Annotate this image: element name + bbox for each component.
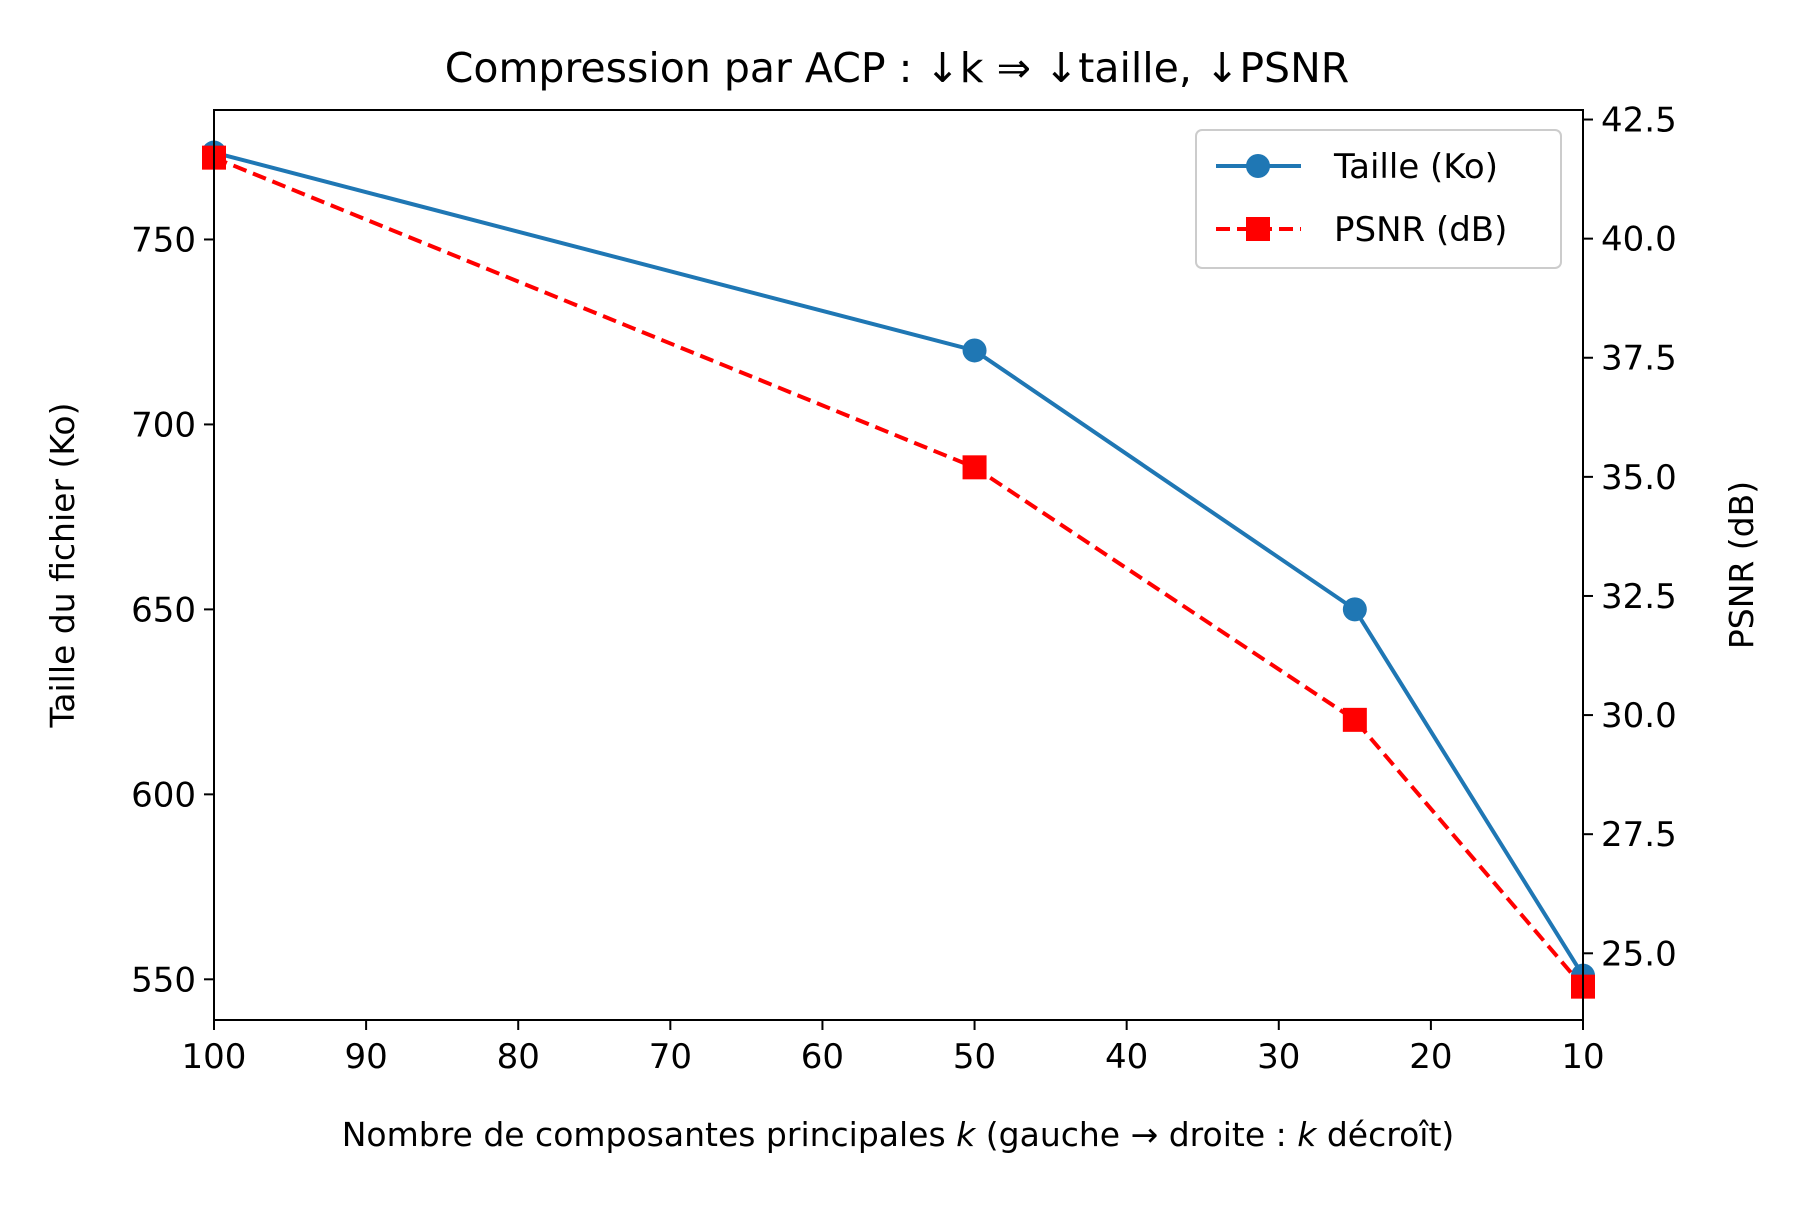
x-axis: 100 90 80 70 60 50 40 30 20 10 <box>182 1020 1605 1077</box>
y-left-tick-label: 750 <box>131 220 196 260</box>
x-tick-label: 100 <box>182 1037 247 1077</box>
y-axis-right: 25.0 27.5 30.0 32.5 35.0 37.5 40.0 42.5 <box>1583 101 1677 974</box>
y-right-tick-label: 27.5 <box>1601 815 1677 855</box>
x-tick-label: 20 <box>1409 1037 1452 1077</box>
data-point <box>962 338 987 363</box>
x-tick-label: 10 <box>1561 1037 1604 1077</box>
x-tick-label: 90 <box>344 1037 387 1077</box>
y-right-tick-label: 40.0 <box>1601 220 1677 260</box>
y-right-tick-label: 42.5 <box>1601 101 1677 141</box>
y-right-tick-label: 25.0 <box>1601 934 1677 974</box>
y-right-tick-label: 37.5 <box>1601 339 1677 379</box>
x-axis-title: Nombre de composantes principales k (gau… <box>342 1115 1455 1154</box>
legend-label: Taille (Ko) <box>1333 147 1498 187</box>
y-left-tick-label: 700 <box>131 405 196 445</box>
y-axis-left-title: Taille du fichier (Ko) <box>43 403 82 729</box>
legend: Taille (Ko) PSNR (dB) <box>1195 129 1562 269</box>
legend-marker <box>1246 217 1270 241</box>
series-line <box>213 155 1585 988</box>
y-right-tick-label: 35.0 <box>1601 458 1677 498</box>
x-tick-label: 70 <box>649 1037 692 1077</box>
x-tick-label: 60 <box>801 1037 844 1077</box>
x-tick-label: 80 <box>497 1037 540 1077</box>
legend-marker <box>1246 154 1270 178</box>
legend-entry: PSNR (dB) <box>1216 210 1507 250</box>
data-point <box>1342 597 1367 622</box>
y-axis-right-title: PSNR (dB) <box>1722 481 1761 649</box>
x-tick-label: 30 <box>1257 1037 1300 1077</box>
y-right-tick-label: 30.0 <box>1601 696 1677 736</box>
y-left-tick-label: 650 <box>131 590 196 630</box>
data-point <box>962 455 987 480</box>
series-line <box>213 150 1585 977</box>
legend-label: PSNR (dB) <box>1334 210 1507 250</box>
y-left-tick-label: 550 <box>131 960 196 1000</box>
chart-title: Compression par ACP : ↓k ⇒ ↓taille, ↓PSN… <box>445 44 1349 92</box>
plot-frame <box>213 109 1584 1021</box>
legend-entry: Taille (Ko) <box>1216 147 1498 187</box>
data-point <box>1342 707 1367 732</box>
x-tick-label: 40 <box>1105 1037 1148 1077</box>
y-right-tick-label: 32.5 <box>1601 577 1677 617</box>
y-left-tick-label: 600 <box>131 775 196 815</box>
x-tick-label: 50 <box>953 1037 996 1077</box>
y-axis-left: 550 600 650 700 750 <box>131 220 214 1000</box>
